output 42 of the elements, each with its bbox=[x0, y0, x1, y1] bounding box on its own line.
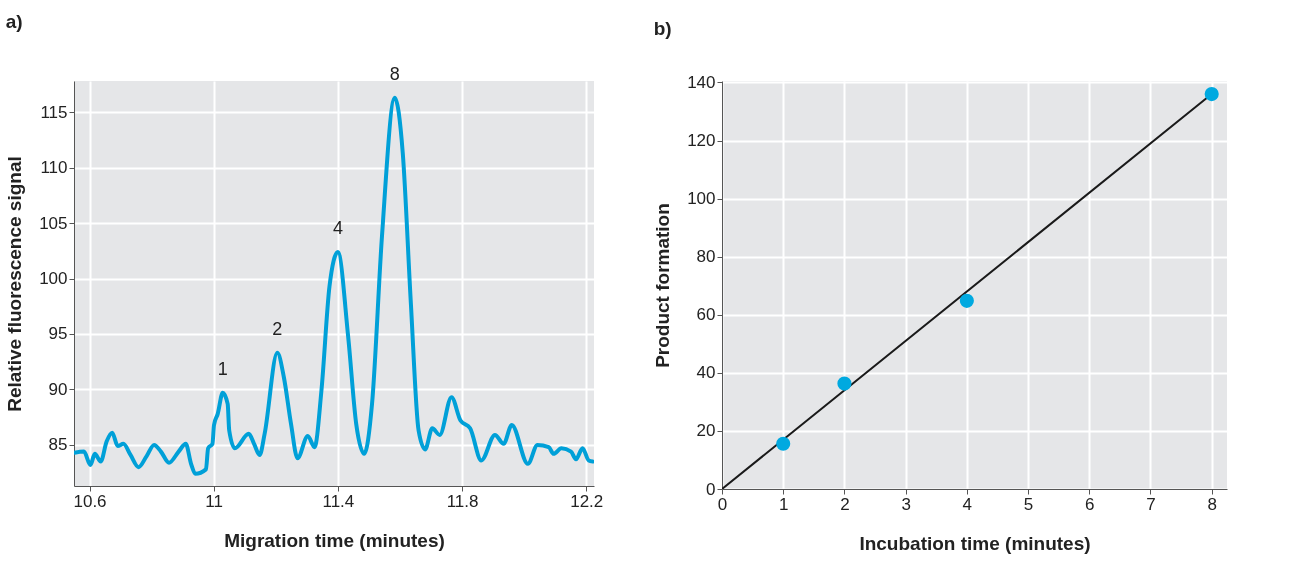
x-tick-label: 11 bbox=[205, 491, 224, 511]
x-tick-label: 1 bbox=[778, 494, 789, 514]
line-series bbox=[74, 95, 594, 476]
y-tick-label: 100 bbox=[687, 189, 716, 209]
chart-title: a) bbox=[5, 10, 23, 32]
point bbox=[1204, 87, 1219, 102]
y-tick-label: 85 bbox=[48, 435, 68, 455]
x-tick-label: 7 bbox=[1146, 494, 1156, 514]
y-tick-label: 40 bbox=[696, 363, 716, 383]
x-tick-label: 12.2 bbox=[570, 491, 604, 511]
y-tick-label: 95 bbox=[48, 324, 68, 344]
chart-title: b) bbox=[653, 18, 672, 40]
y-axis-title: Product formation bbox=[652, 203, 674, 368]
x-tick-label: 4 bbox=[962, 494, 973, 514]
x-tick-label: 11.4 bbox=[322, 491, 355, 511]
y-tick-label: 20 bbox=[696, 421, 716, 441]
y-tick-label: 105 bbox=[39, 213, 68, 233]
x-axis-title: Migration time (minutes) bbox=[224, 529, 445, 551]
x-tick-label: 2 bbox=[840, 494, 850, 514]
point bbox=[959, 293, 974, 308]
y-axis-title: Relative fluorescence signal bbox=[4, 156, 26, 412]
y-tick-label: 115 bbox=[40, 102, 68, 122]
y-tick-label: 110 bbox=[40, 158, 68, 178]
x-tick-label: 10.6 bbox=[73, 491, 107, 511]
x-tick-label: 6 bbox=[1085, 494, 1095, 514]
point bbox=[837, 376, 852, 391]
x-tick-label: 11.8 bbox=[446, 491, 479, 511]
y-tick-label: 80 bbox=[696, 247, 716, 267]
annotation: 4 bbox=[332, 217, 343, 238]
y-tick-label: 100 bbox=[39, 269, 68, 289]
y-tick-label: 90 bbox=[48, 379, 68, 399]
point bbox=[776, 436, 791, 451]
y-tick-label: 140 bbox=[687, 72, 716, 92]
x-tick-label: 5 bbox=[1023, 494, 1034, 514]
x-tick-label: 8 bbox=[1207, 494, 1217, 514]
x-tick-label: 3 bbox=[901, 494, 911, 514]
y-tick-label: 60 bbox=[696, 305, 716, 325]
annotation: 1 bbox=[217, 358, 228, 379]
y-tick-label: 120 bbox=[687, 131, 716, 151]
annotation: 2 bbox=[272, 318, 283, 339]
annotation: 8 bbox=[389, 63, 400, 84]
x-axis-title: Incubation time (minutes) bbox=[859, 532, 1091, 554]
